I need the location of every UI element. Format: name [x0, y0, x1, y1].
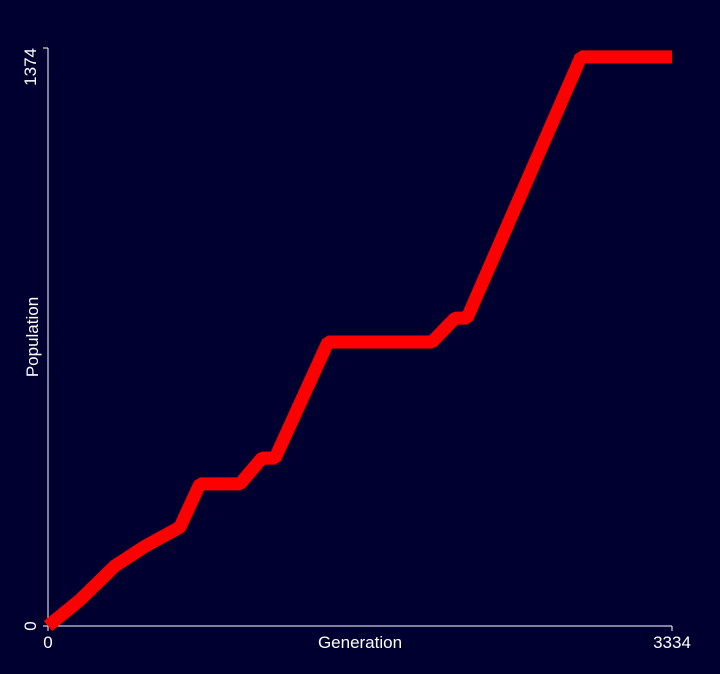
y-tick-label: 1374: [21, 48, 40, 86]
x-tick-label: 0: [43, 633, 52, 652]
data-line: [43, 50, 672, 632]
x-axis-label: Generation: [318, 633, 402, 652]
x-tick-label: 3334: [653, 633, 691, 652]
y-axis-label: Population: [23, 297, 42, 377]
y-tick-label: 0: [21, 621, 40, 630]
